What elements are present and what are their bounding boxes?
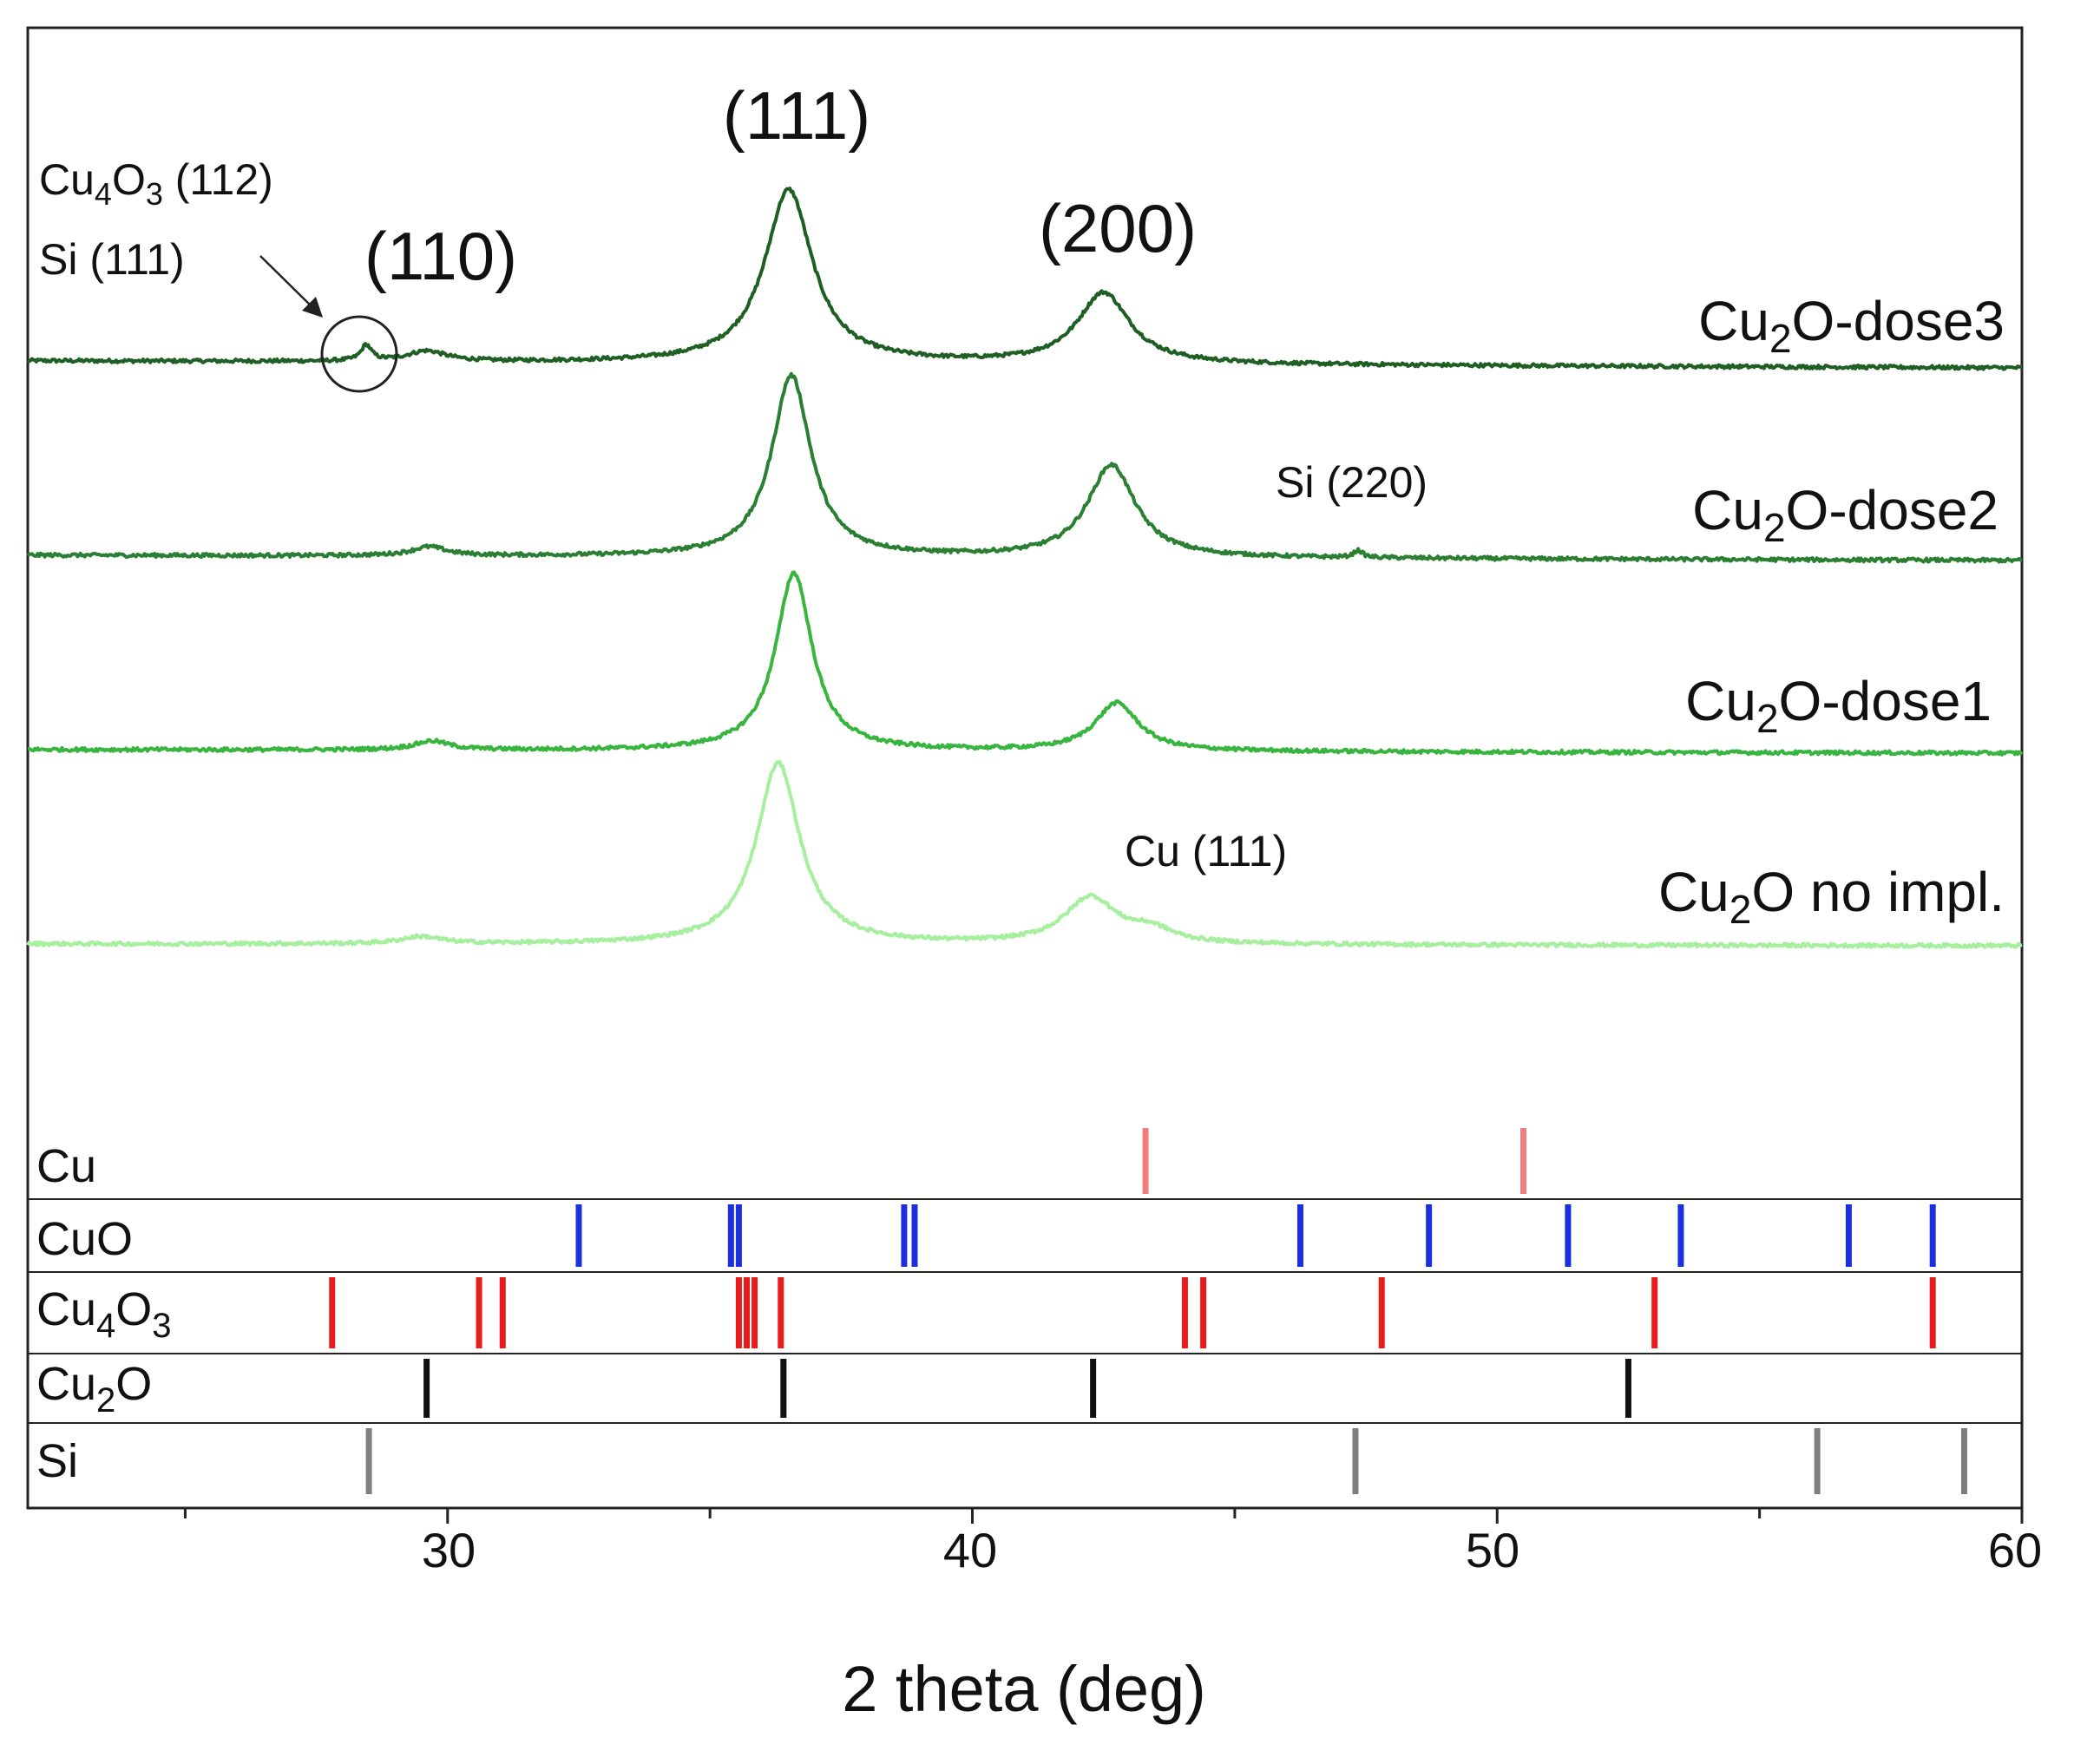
series-line-2: [26, 371, 2023, 564]
hkl-111-label: (111): [723, 77, 871, 154]
ref-label-cu4o3: Cu4O3: [36, 1283, 172, 1345]
x-axis-title: 2 theta (deg): [842, 1653, 1206, 1725]
x-axis-ticks: [183, 1508, 2024, 1524]
series-label-dose3: Cu2O-dose3: [1698, 290, 2005, 361]
x-tick-label-50: 50: [1466, 1523, 1519, 1577]
ref-label-si: Si: [36, 1435, 78, 1487]
annotation-arrow-head: [302, 297, 323, 318]
series-line-4: [26, 759, 2023, 949]
si-111-annotation: Si (111): [39, 235, 185, 284]
ref-label-cu: Cu: [36, 1140, 96, 1192]
series-label-dose1: Cu2O-dose1: [1685, 670, 1992, 741]
reference-sticks-layer: [329, 1128, 1967, 1494]
annotation-circle: [320, 315, 398, 393]
hkl-200-label: (200): [1039, 190, 1197, 266]
x-tick-label-40: 40: [943, 1523, 997, 1577]
ref-label-cuo: CuO: [36, 1213, 133, 1265]
cu4o3-112-annotation: Cu4O3 (112): [39, 155, 273, 212]
series-label-dose2: Cu2O-dose2: [1692, 479, 1999, 550]
reference-row-separators: [28, 1198, 2022, 1424]
series-label-no-impl: Cu2O no impl.: [1658, 861, 2005, 932]
pattern-panel-frame: [26, 26, 2024, 1510]
cu-111-annotation: Cu (111): [1125, 827, 1287, 875]
ref-label-cu2o: Cu2O: [36, 1358, 152, 1420]
si-220-annotation: Si (220): [1276, 458, 1428, 507]
series-line-3: [27, 570, 2024, 757]
si-peak-marker: [259, 255, 398, 393]
series-line-1: [26, 187, 2023, 371]
hkl-110-label: (110): [364, 218, 517, 294]
x-tick-label-60: 60: [1988, 1523, 2042, 1577]
series-layer: [26, 187, 2024, 949]
x-tick-label-30: 30: [422, 1523, 476, 1577]
annotation-arrow-line: [259, 255, 315, 310]
